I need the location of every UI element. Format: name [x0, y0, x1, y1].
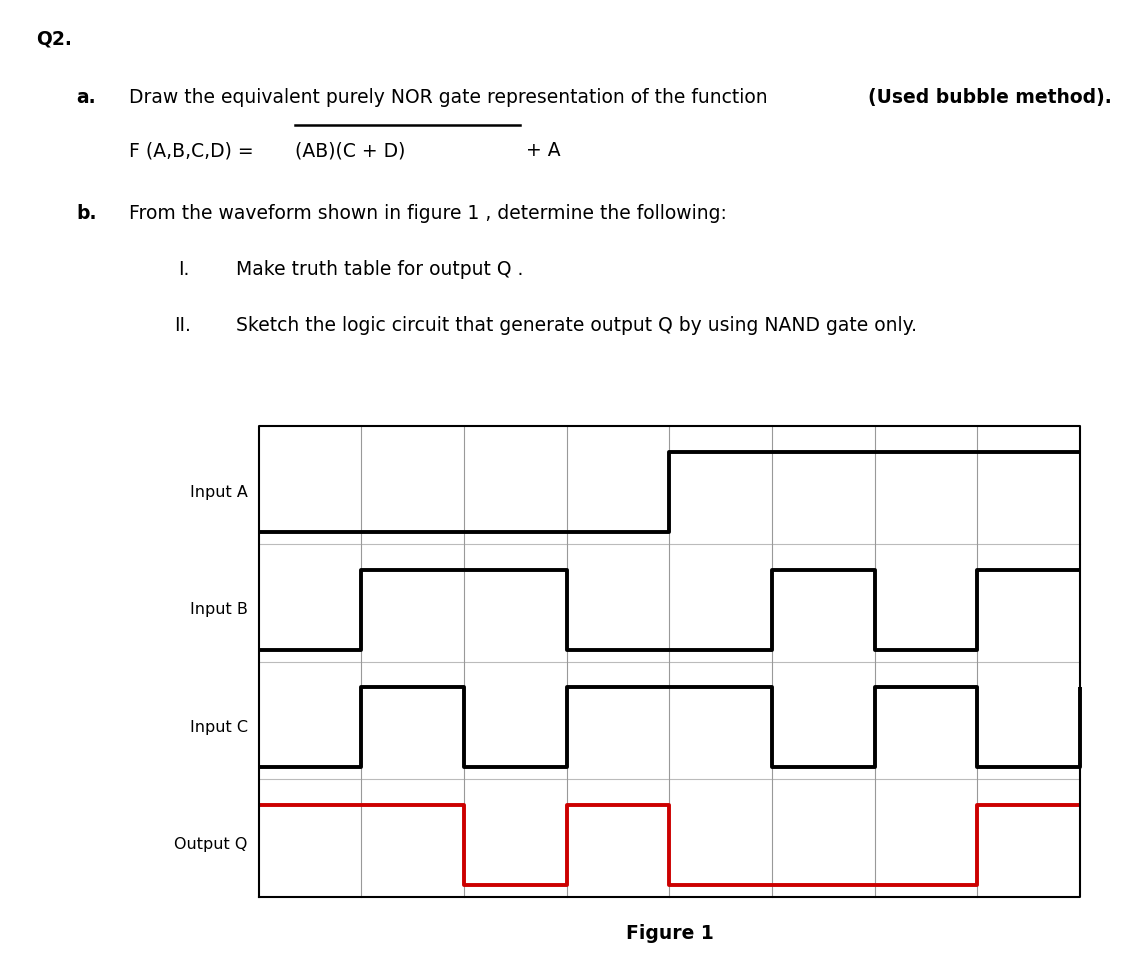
- Text: I.: I.: [178, 260, 189, 278]
- Text: II.: II.: [174, 316, 191, 334]
- Text: b.: b.: [76, 204, 97, 222]
- Text: Sketch the logic circuit that generate output Q by using NAND gate only.: Sketch the logic circuit that generate o…: [236, 316, 917, 334]
- Text: Make truth table for output Q .: Make truth table for output Q .: [236, 260, 523, 278]
- Text: (Used bubble method).: (Used bubble method).: [868, 88, 1113, 107]
- Text: Output Q: Output Q: [174, 838, 248, 853]
- Text: From the waveform shown in figure 1 , determine the following:: From the waveform shown in figure 1 , de…: [129, 204, 727, 222]
- Text: Draw the equivalent purely NOR gate representation of the function: Draw the equivalent purely NOR gate repr…: [129, 88, 774, 107]
- Text: Q2.: Q2.: [36, 29, 72, 48]
- Text: Figure 1: Figure 1: [626, 924, 713, 943]
- Text: a.: a.: [76, 88, 96, 107]
- Text: Input C: Input C: [189, 720, 248, 735]
- Text: (AB)(C + D): (AB)(C + D): [295, 141, 405, 160]
- Text: + A: + A: [520, 141, 560, 160]
- Text: F (A,B,C,D) =: F (A,B,C,D) =: [129, 141, 260, 160]
- Text: Input A: Input A: [190, 485, 248, 500]
- Text: Input B: Input B: [190, 603, 248, 617]
